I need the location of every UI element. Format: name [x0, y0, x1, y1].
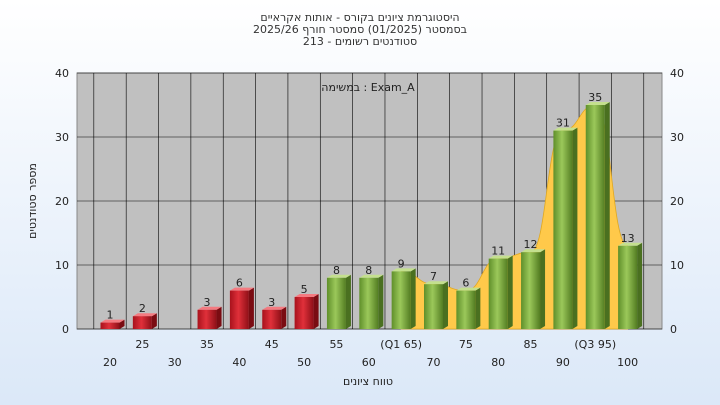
bar-top: [521, 249, 546, 253]
bar-fail: [262, 309, 282, 329]
bar-top: [456, 287, 481, 291]
bar-fail: [132, 316, 152, 329]
y-tick-label-right: 10: [670, 259, 684, 272]
bar-value-label: 8: [365, 264, 372, 277]
x-tick-label: 50: [297, 356, 311, 369]
bar-top: [229, 287, 254, 291]
x-tick-label: 90: [556, 356, 570, 369]
bar-side: [443, 281, 448, 329]
bar-fail: [229, 290, 249, 329]
x-tick-label: 60: [362, 356, 376, 369]
bar-side: [637, 242, 643, 329]
bar-value-label: 11: [491, 245, 505, 258]
bar-top: [618, 242, 643, 246]
bar-top: [100, 319, 125, 323]
bar-top: [359, 274, 384, 278]
x-tick-label: 45: [265, 338, 279, 351]
bar-top: [553, 127, 578, 131]
y-tick-label-right: 40: [670, 67, 684, 80]
x-tick-label: 20: [103, 356, 117, 369]
chart-title-line: סטודנטים רשומים - 213: [303, 35, 417, 48]
bar-top: [262, 306, 287, 310]
bar-top: [424, 281, 448, 285]
bar-top: [197, 306, 222, 310]
plot-annotation: במשימה : Exam_A: [321, 81, 415, 94]
bar-pass: [521, 252, 541, 329]
x-tick-label: 80: [491, 356, 505, 369]
x-tick-label: 40: [232, 356, 246, 369]
x-tick-label: 100: [617, 356, 638, 369]
bar-value-label: 9: [398, 257, 405, 270]
bar-top: [294, 294, 319, 297]
bar-value-label: 6: [462, 277, 469, 290]
x-tick-label: 55: [329, 338, 343, 351]
chart-title-line: בסמסטר (01/2025) סמסטר חורף 2025/26: [253, 23, 467, 36]
bar-pass: [585, 105, 605, 329]
bar-side: [410, 268, 416, 329]
bar-value-label: 12: [524, 238, 538, 251]
bar-value-label: 7: [430, 270, 437, 283]
y-tick-label-left: 20: [55, 195, 69, 208]
bar-side: [281, 306, 287, 329]
bar-side: [151, 313, 157, 329]
bar-side: [345, 274, 351, 329]
y-tick-label-left: 10: [55, 259, 69, 272]
x-tick-label: 35: [200, 338, 214, 351]
bar-side: [378, 274, 384, 329]
y-tick-label-right: 20: [670, 195, 684, 208]
bar-value-label: 3: [268, 296, 275, 309]
bar-side: [507, 255, 513, 329]
chart-title-line: היסטוגרמת ציונים בקורס - אותות אקראיים: [260, 11, 459, 24]
bar-top: [585, 102, 610, 105]
y-tick-label-left: 0: [62, 323, 69, 336]
bar-side: [475, 287, 481, 329]
bar-side: [540, 249, 546, 329]
y-tick-label-right: 0: [670, 323, 677, 336]
bar-side: [313, 294, 319, 329]
x-axis-title: טווח ציונים: [343, 375, 393, 388]
bar-pass: [553, 130, 573, 329]
y-tick-label-left: 30: [55, 131, 69, 144]
x-tick-label: (Q1 65): [380, 338, 422, 351]
bar-top: [132, 313, 157, 317]
bar-top: [488, 255, 513, 259]
bar-side: [119, 319, 125, 329]
x-tick-label: 25: [135, 338, 149, 351]
bar-value-label: 6: [236, 277, 243, 290]
bar-side: [216, 306, 222, 329]
bar-pass: [618, 245, 638, 329]
bar-top: [391, 268, 416, 272]
bar-side: [572, 127, 578, 329]
x-tick-label: 30: [168, 356, 182, 369]
bar-pass: [456, 290, 476, 329]
bar-value-label: 13: [621, 232, 635, 245]
bar-value-label: 31: [556, 117, 570, 130]
bar-side: [248, 287, 254, 329]
bar-pass: [359, 277, 379, 329]
bar-top: [326, 274, 351, 278]
bar-value-label: 5: [301, 283, 308, 296]
bar-pass: [326, 277, 346, 329]
x-tick-label: 85: [524, 338, 538, 351]
bar-side: [604, 102, 610, 329]
bar-value-label: 2: [139, 302, 146, 315]
bar-pass: [424, 284, 443, 329]
bar-pass: [391, 271, 411, 329]
y-tick-label-right: 30: [670, 131, 684, 144]
x-tick-label: 75: [459, 338, 473, 351]
bar-pass: [488, 258, 508, 329]
bar-value-label: 35: [588, 91, 602, 104]
x-tick-label: (Q3 95): [574, 338, 616, 351]
bar-value-label: 3: [204, 296, 211, 309]
bar-fail: [294, 297, 314, 329]
bar-fail: [197, 309, 217, 329]
bar-fail: [100, 322, 120, 329]
x-tick-label: 70: [427, 356, 441, 369]
bar-value-label: 8: [333, 264, 340, 277]
bar-value-label: 1: [107, 309, 114, 322]
y-tick-label-left: 40: [55, 67, 69, 80]
y-axis-title: מספר סטודנטים: [26, 163, 39, 239]
